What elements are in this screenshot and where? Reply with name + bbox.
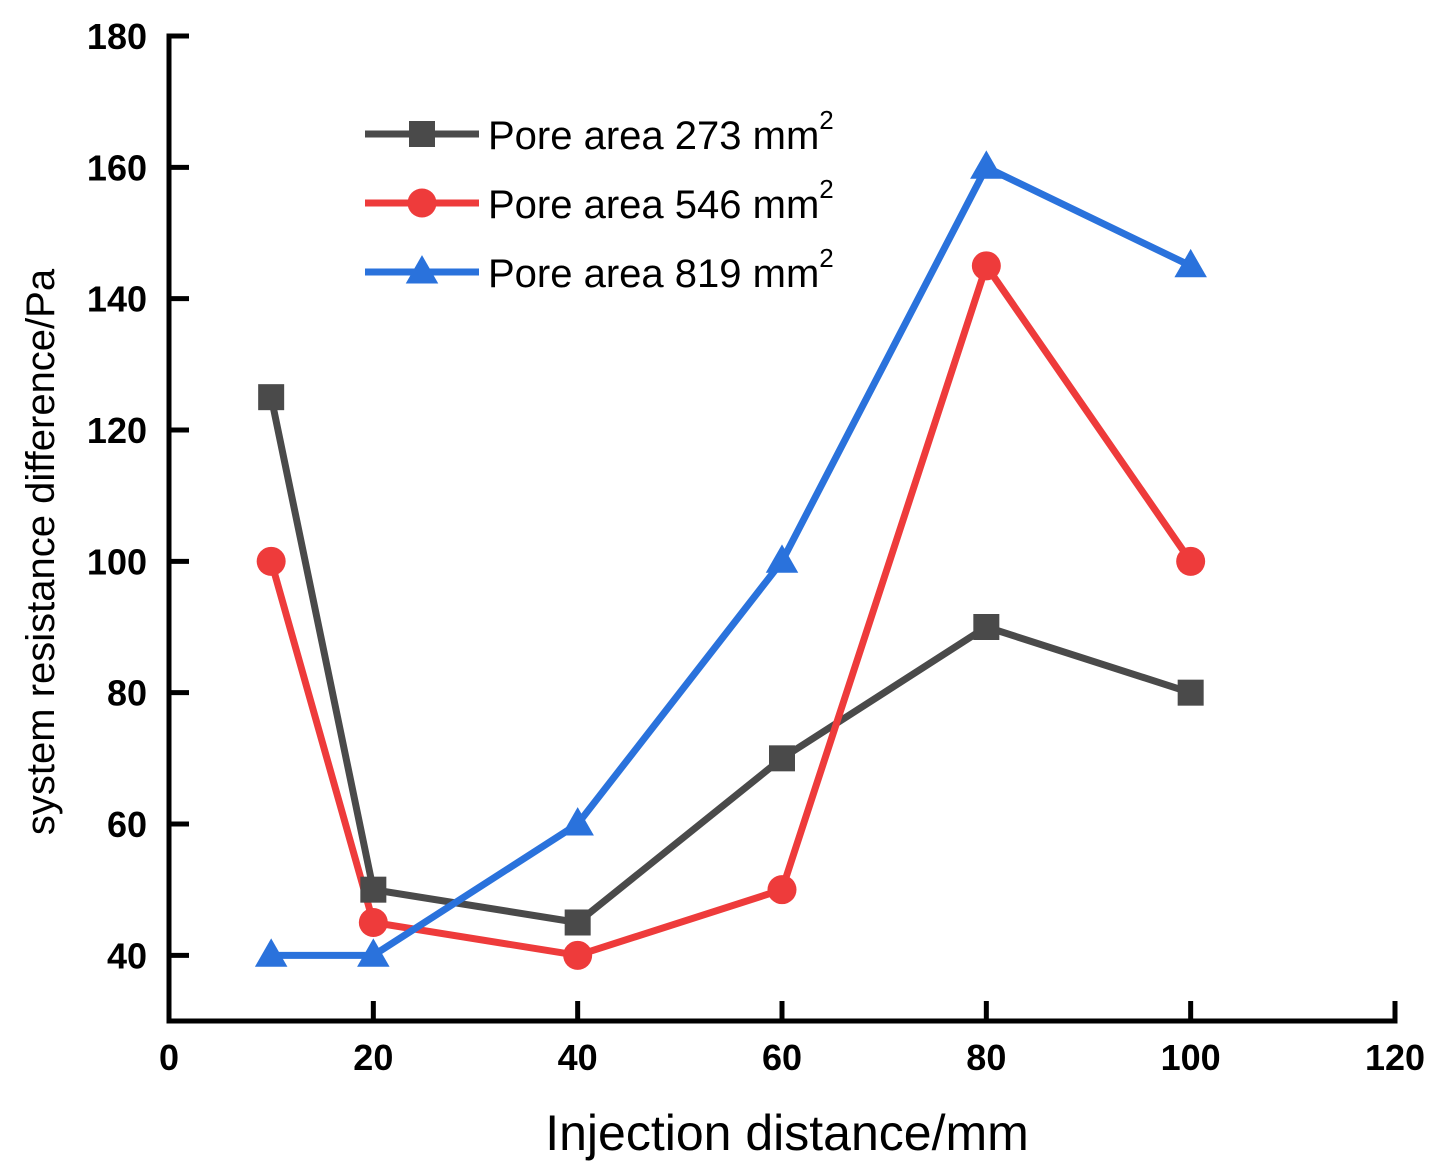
series-2 bbox=[267, 262, 1195, 959]
y-tick-label: 40 bbox=[107, 935, 147, 976]
series-line bbox=[267, 262, 1195, 959]
legend-label: Pore area 546 mm2 bbox=[488, 174, 834, 227]
legend-entry-2: Pore area 546 mm2 bbox=[365, 174, 834, 227]
x-tick-label: 120 bbox=[1365, 1037, 1425, 1078]
legend-label-text: Pore area 273 mm bbox=[488, 114, 819, 158]
data-point bbox=[357, 938, 390, 967]
series-1 bbox=[267, 393, 1195, 926]
legend-label: Pore area 819 mm2 bbox=[488, 243, 834, 296]
legend-label-superscript: 2 bbox=[819, 105, 833, 135]
data-point bbox=[258, 384, 285, 411]
y-tick-label: 60 bbox=[107, 804, 147, 845]
legend-label-superscript: 2 bbox=[819, 243, 833, 273]
y-tick-label: 100 bbox=[87, 541, 147, 582]
series-line bbox=[267, 163, 1195, 959]
legend-marker bbox=[405, 255, 439, 284]
data-point bbox=[256, 546, 286, 576]
series-1-markers bbox=[258, 384, 1204, 936]
x-tick-label: 0 bbox=[159, 1037, 179, 1078]
series-line bbox=[267, 393, 1195, 926]
y-axis-title: system resistance difference/Pa bbox=[19, 268, 63, 835]
x-tick-label: 40 bbox=[558, 1037, 598, 1078]
data-point bbox=[358, 908, 388, 937]
legend-label-text: Pore area 819 mm bbox=[488, 252, 819, 296]
data-point bbox=[254, 938, 288, 967]
data-point bbox=[564, 909, 591, 936]
data-point bbox=[971, 251, 1001, 281]
data-point bbox=[767, 875, 797, 905]
data-point bbox=[970, 150, 1003, 179]
y-tick-label: 180 bbox=[87, 16, 147, 57]
y-tick-label: 160 bbox=[87, 147, 147, 188]
legend-entry-3: Pore area 819 mm2 bbox=[365, 243, 834, 296]
data-point bbox=[765, 544, 799, 573]
legend-marker bbox=[409, 121, 435, 147]
x-tick-label: 80 bbox=[966, 1037, 1006, 1078]
x-tick-label: 20 bbox=[353, 1037, 393, 1078]
y-tick-label: 120 bbox=[87, 410, 147, 451]
x-tick-label: 100 bbox=[1161, 1037, 1221, 1078]
data-point bbox=[1176, 546, 1206, 576]
series-3-markers bbox=[254, 150, 1207, 967]
data-point bbox=[561, 807, 594, 836]
series-group bbox=[254, 150, 1207, 970]
data-point bbox=[973, 614, 1000, 640]
data-point bbox=[1177, 679, 1204, 706]
data-point bbox=[769, 745, 795, 772]
legend-label: Pore area 273 mm2 bbox=[488, 105, 834, 158]
legend-label-text: Pore area 546 mm bbox=[488, 183, 819, 227]
data-point bbox=[1174, 248, 1207, 278]
legend-entry-1: Pore area 273 mm2 bbox=[365, 105, 834, 158]
y-tick-label: 140 bbox=[87, 279, 147, 320]
y-tick-label: 80 bbox=[107, 673, 147, 714]
legend-marker bbox=[407, 188, 437, 218]
legend-label-superscript: 2 bbox=[819, 174, 833, 204]
x-axis-title: Injection distance/mm bbox=[545, 1105, 1029, 1161]
x-tick-label: 60 bbox=[762, 1037, 802, 1078]
series-2-markers bbox=[256, 251, 1206, 970]
axes: 40 60 80 100 120 140 160 180 0 20 40 60 80 100 120 bbox=[87, 16, 1425, 1078]
series-3 bbox=[267, 163, 1195, 959]
data-point bbox=[563, 940, 593, 970]
data-point bbox=[360, 876, 387, 903]
